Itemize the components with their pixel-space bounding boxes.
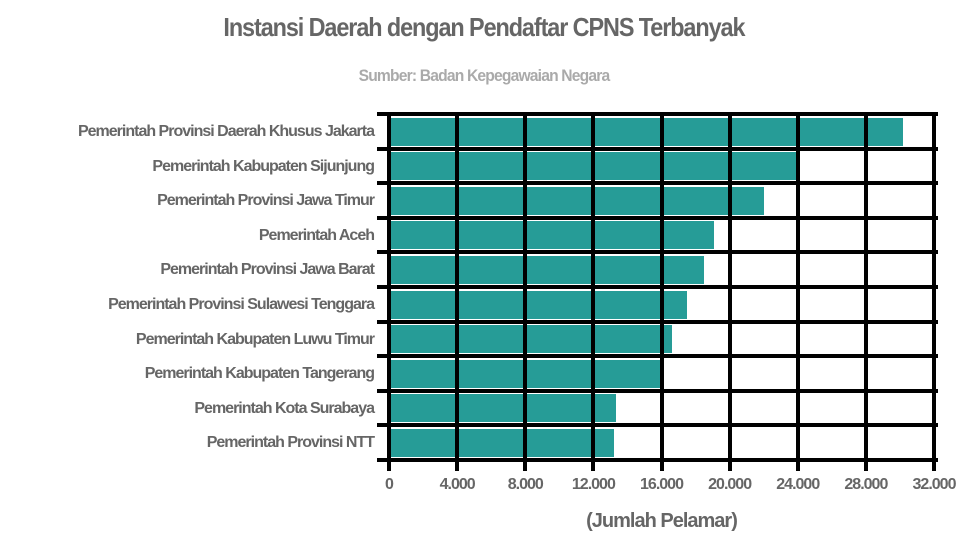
gridline-vertical [932, 113, 936, 471]
x-tick-label: 0 [385, 476, 394, 493]
gridline-horizontal [377, 250, 938, 255]
y-axis-line [387, 113, 391, 471]
bar [391, 290, 688, 319]
bar [391, 325, 672, 354]
gridline-horizontal [377, 215, 938, 220]
x-tick-label: 4.000 [439, 476, 476, 493]
gridline-vertical [455, 113, 460, 471]
y-category-label: Pemerintah Kabupaten Sijunjung [152, 157, 375, 175]
bar [391, 394, 616, 423]
chart-title: Instansi Daerah dengan Pendaftar CPNS Te… [223, 12, 745, 42]
gridline-horizontal [377, 458, 938, 462]
x-tick-label: 32.000 [912, 476, 957, 493]
bar [391, 117, 904, 146]
plot-area [377, 112, 938, 471]
gridline-vertical [523, 113, 528, 471]
gridline-horizontal [377, 146, 938, 151]
y-category-label: Pemerintah Provinsi Sulawesi Tenggara [108, 296, 375, 313]
x-tick-label: 20.000 [708, 476, 752, 493]
y-category-label: Pemerintah Provinsi Daerah Khusus Jakart… [77, 123, 375, 140]
gridline-vertical [727, 113, 732, 471]
x-axis-label: (Jumlah Pelamar) [586, 510, 738, 532]
y-category-label: Pemerintah Provinsi Jawa Timur [157, 192, 375, 210]
y-category-label: Pemerintah Provinsi Jawa Barat [160, 261, 375, 279]
gridline-vertical [659, 113, 664, 471]
y-category-label: Pemerintah Kabupaten Tangerang [144, 365, 375, 383]
gridline-vertical [863, 113, 868, 471]
y-category-label: Pemerintah Provinsi NTT [206, 434, 375, 452]
bar [391, 255, 705, 284]
gridline-horizontal [377, 388, 938, 393]
chart-subtitle: Sumber: Badan Kepegawaian Negara [358, 66, 611, 85]
x-tick-label: 24.000 [776, 476, 820, 493]
bar [391, 221, 715, 250]
gridline-vertical [795, 113, 800, 471]
x-tick-label: 8.000 [507, 476, 544, 493]
gridline-horizontal [377, 319, 938, 324]
bar [391, 428, 614, 457]
gridline-horizontal [377, 285, 938, 289]
y-category-label: Pemerintah Kabupaten Luwu Timur [135, 330, 375, 348]
y-category-label: Pemerintah Aceh [258, 226, 375, 244]
gridline-horizontal [377, 112, 938, 116]
x-tick-label: 12.000 [571, 476, 616, 493]
gridline-horizontal [377, 423, 938, 428]
x-tick-label: 16.000 [640, 476, 684, 493]
bar [391, 186, 764, 215]
x-tick-label: 28.000 [844, 476, 888, 493]
gridline-horizontal [377, 354, 938, 359]
y-category-label: Pemerintah Kota Surabaya [194, 399, 375, 417]
gridline-horizontal [377, 181, 938, 186]
gridline-vertical [591, 113, 596, 471]
